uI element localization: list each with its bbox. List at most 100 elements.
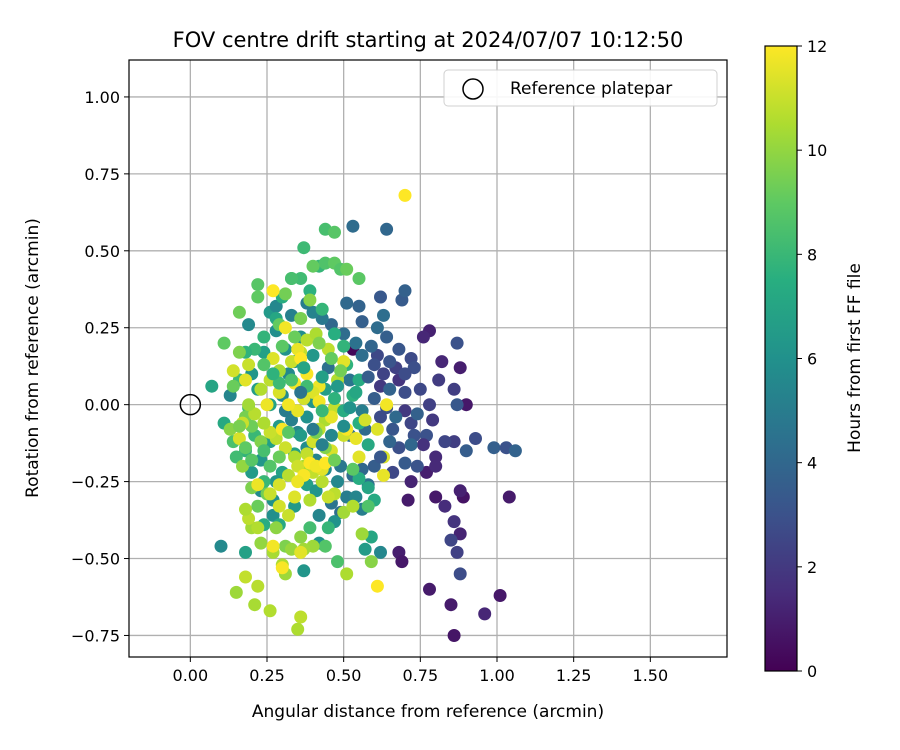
data-point <box>453 527 467 541</box>
data-point <box>364 339 378 353</box>
data-point <box>239 545 252 559</box>
y-axis-ticks: −0.75 −0.50 −0.25 0.00 0.25 0.50 0.75 1.00 <box>71 88 129 645</box>
plot-background <box>129 60 727 657</box>
data-point <box>291 622 305 636</box>
data-point <box>349 432 363 445</box>
data-point <box>361 499 375 513</box>
data-point <box>383 355 397 369</box>
data-point <box>337 419 351 433</box>
data-point <box>374 410 387 424</box>
data-point <box>248 407 262 421</box>
data-point <box>343 401 357 415</box>
data-point <box>340 490 354 504</box>
data-point <box>358 413 372 427</box>
data-point <box>337 339 351 353</box>
data-point <box>294 610 308 624</box>
x-tick-label: 0.25 <box>249 666 285 685</box>
data-point <box>226 364 240 378</box>
chart-title: FOV centre drift starting at 2024/07/07 … <box>173 28 684 52</box>
data-point <box>423 398 436 412</box>
data-point <box>508 444 522 458</box>
data-point <box>272 376 286 390</box>
data-point <box>294 545 308 559</box>
data-point <box>355 527 369 541</box>
data-point <box>232 345 246 359</box>
y-tick-label: 0.00 <box>84 396 120 415</box>
data-point <box>331 555 344 569</box>
data-point <box>248 598 262 612</box>
data-point <box>303 493 317 507</box>
data-point <box>263 487 277 501</box>
data-point <box>232 305 246 319</box>
data-point <box>349 336 363 350</box>
y-tick-label: −0.50 <box>71 550 120 569</box>
data-point <box>429 459 443 473</box>
data-point <box>352 299 366 313</box>
colorbar-gradient <box>765 46 797 671</box>
data-point <box>312 336 326 350</box>
legend: Reference platepar <box>443 69 718 107</box>
x-tick-label: 0.00 <box>173 666 209 685</box>
data-point <box>401 493 415 507</box>
data-point <box>374 290 387 304</box>
data-point <box>257 358 271 372</box>
data-point <box>239 570 252 584</box>
data-point <box>352 450 366 464</box>
data-point <box>367 459 381 473</box>
data-point <box>315 438 329 452</box>
data-point <box>328 225 341 239</box>
data-point <box>328 453 341 467</box>
data-point <box>392 342 406 356</box>
x-tick-label: 0.75 <box>403 666 439 685</box>
data-point <box>398 284 412 298</box>
data-point <box>370 422 384 436</box>
data-point <box>447 515 461 529</box>
colorbar-tick-label: 10 <box>807 141 827 160</box>
data-point <box>447 382 461 396</box>
data-point <box>251 290 265 304</box>
data-point <box>260 398 274 412</box>
data-point <box>469 432 482 445</box>
data-point <box>275 561 289 575</box>
data-point <box>229 585 243 599</box>
data-point <box>266 352 280 365</box>
data-point <box>321 521 335 535</box>
data-point <box>239 373 252 387</box>
data-point <box>355 315 369 329</box>
data-point <box>269 299 283 313</box>
data-point <box>383 435 397 449</box>
data-point <box>438 499 452 513</box>
data-point <box>251 499 265 513</box>
data-point <box>380 398 394 412</box>
colorbar-tick-label: 0 <box>807 662 817 681</box>
data-point <box>493 589 507 602</box>
data-point <box>272 450 286 464</box>
data-point <box>453 484 467 498</box>
x-tick-label: 0.50 <box>326 666 362 685</box>
data-point <box>294 385 308 399</box>
data-point <box>318 256 332 270</box>
data-point <box>291 459 305 473</box>
data-point <box>226 379 240 393</box>
data-point <box>340 262 354 276</box>
data-point <box>444 598 458 612</box>
data-point <box>297 361 311 375</box>
colorbar-tick-label: 12 <box>807 37 827 56</box>
data-point <box>315 312 329 325</box>
data-point <box>337 505 351 519</box>
data-point <box>404 416 418 430</box>
data-point <box>450 336 464 350</box>
data-point <box>251 278 265 292</box>
plot-frame <box>128 59 728 658</box>
y-tick-label: 0.75 <box>84 165 120 184</box>
data-point <box>245 453 259 467</box>
data-point <box>459 398 473 412</box>
x-tick-label: 1.25 <box>556 666 592 685</box>
data-point <box>410 407 424 421</box>
x-axis-ticks: 0.00 0.25 0.50 0.75 1.00 1.25 1.50 <box>173 657 668 685</box>
data-point <box>232 419 246 433</box>
data-point <box>432 373 446 387</box>
data-point <box>328 392 341 405</box>
data-point <box>377 367 390 381</box>
y-tick-label: −0.25 <box>71 473 120 492</box>
